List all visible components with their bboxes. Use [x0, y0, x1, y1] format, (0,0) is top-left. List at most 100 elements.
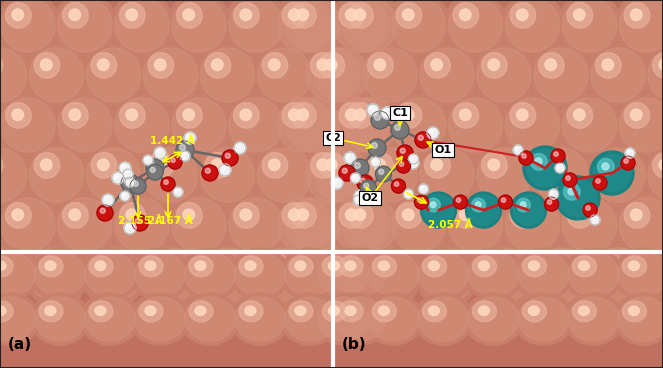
Ellipse shape [579, 306, 589, 315]
Circle shape [229, 198, 283, 252]
Circle shape [176, 203, 202, 228]
Circle shape [62, 103, 88, 128]
Circle shape [317, 259, 328, 270]
Circle shape [520, 202, 526, 208]
Circle shape [314, 48, 369, 102]
Circle shape [505, 98, 560, 152]
Circle shape [357, 175, 373, 191]
Ellipse shape [522, 256, 546, 277]
Circle shape [593, 154, 631, 192]
Circle shape [394, 182, 398, 186]
Ellipse shape [0, 301, 13, 322]
Circle shape [597, 159, 614, 175]
Circle shape [345, 9, 357, 21]
Circle shape [430, 202, 436, 208]
Circle shape [186, 134, 190, 138]
Circle shape [624, 103, 650, 128]
Circle shape [361, 180, 377, 196]
Ellipse shape [414, 293, 473, 345]
Ellipse shape [189, 301, 213, 322]
Circle shape [40, 59, 52, 71]
Circle shape [281, 93, 345, 157]
Ellipse shape [230, 248, 290, 300]
Circle shape [631, 209, 642, 220]
Ellipse shape [0, 248, 40, 300]
Circle shape [183, 9, 194, 21]
Circle shape [277, 98, 332, 152]
Circle shape [334, 0, 389, 52]
Circle shape [424, 53, 450, 78]
Circle shape [82, 43, 145, 107]
Ellipse shape [418, 297, 469, 341]
Circle shape [391, 98, 446, 152]
Circle shape [121, 164, 125, 168]
Circle shape [615, 93, 663, 157]
Circle shape [326, 259, 337, 270]
Circle shape [529, 43, 593, 107]
Circle shape [282, 203, 308, 228]
Circle shape [200, 148, 255, 202]
Circle shape [333, 180, 337, 183]
Circle shape [391, 198, 446, 252]
Circle shape [126, 209, 137, 220]
Circle shape [472, 243, 536, 307]
Circle shape [431, 259, 442, 270]
Circle shape [119, 162, 131, 174]
Ellipse shape [528, 306, 539, 315]
Circle shape [123, 169, 133, 179]
Ellipse shape [613, 293, 663, 345]
Circle shape [481, 153, 507, 178]
Circle shape [387, 93, 450, 157]
Circle shape [652, 53, 663, 78]
Circle shape [310, 143, 373, 207]
Circle shape [379, 169, 384, 174]
Circle shape [510, 103, 536, 128]
Circle shape [240, 109, 251, 121]
Text: 1.442 Å: 1.442 Å [150, 136, 195, 146]
Circle shape [319, 153, 345, 178]
Circle shape [40, 259, 52, 270]
Ellipse shape [368, 252, 419, 296]
Circle shape [477, 148, 531, 202]
Circle shape [420, 192, 457, 228]
Circle shape [369, 106, 373, 110]
Circle shape [119, 103, 145, 128]
Circle shape [288, 109, 300, 121]
Circle shape [394, 125, 400, 130]
Circle shape [652, 252, 663, 278]
Ellipse shape [572, 301, 597, 322]
Circle shape [282, 103, 308, 128]
Ellipse shape [629, 261, 639, 270]
Ellipse shape [139, 301, 163, 322]
Circle shape [371, 157, 381, 167]
Circle shape [371, 142, 377, 148]
Circle shape [624, 203, 650, 228]
Ellipse shape [322, 256, 347, 277]
Circle shape [652, 153, 663, 178]
Circle shape [110, 193, 174, 257]
Circle shape [562, 198, 617, 252]
Circle shape [224, 93, 288, 157]
Circle shape [0, 53, 3, 78]
Circle shape [290, 3, 316, 28]
Ellipse shape [139, 256, 163, 277]
Ellipse shape [613, 248, 663, 300]
Circle shape [5, 203, 31, 228]
Ellipse shape [564, 293, 623, 345]
Circle shape [347, 203, 373, 228]
Circle shape [237, 144, 240, 148]
Circle shape [91, 252, 117, 278]
Circle shape [415, 143, 479, 207]
Circle shape [364, 183, 369, 188]
Ellipse shape [422, 301, 446, 322]
Ellipse shape [629, 306, 639, 315]
Circle shape [154, 147, 166, 159]
Circle shape [513, 195, 544, 225]
Circle shape [257, 148, 312, 202]
Circle shape [171, 158, 175, 162]
Ellipse shape [339, 256, 363, 277]
Circle shape [602, 159, 613, 170]
Circle shape [374, 59, 385, 71]
Circle shape [475, 202, 481, 208]
Circle shape [112, 172, 124, 184]
